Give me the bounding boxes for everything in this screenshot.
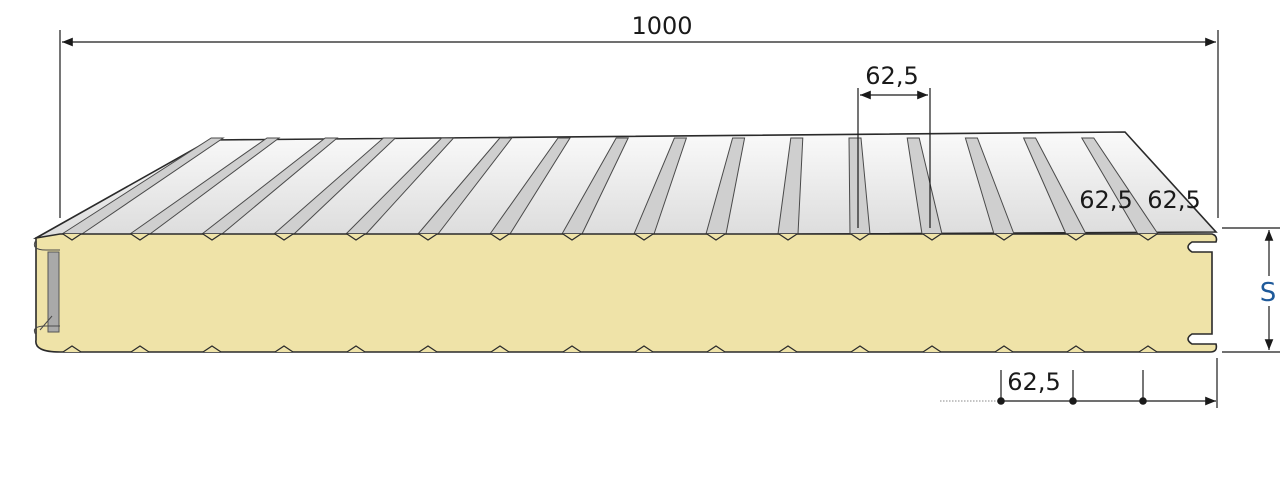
panel-rib <box>201 137 339 235</box>
top-rib-notch <box>562 233 582 241</box>
top-rib-notch <box>62 233 82 241</box>
bottom-rib-notch <box>130 345 150 353</box>
top-rib-notch <box>778 233 798 241</box>
bottom-rib-notch <box>562 345 582 353</box>
top-rib-notch <box>346 233 366 241</box>
bottom-rib-notch <box>202 345 222 353</box>
top-rib-notch <box>922 233 942 241</box>
panel-rib <box>417 137 513 235</box>
bottom-rib-notch <box>1138 345 1158 353</box>
top-rib-notch <box>994 233 1014 241</box>
top-rib-notch <box>418 233 438 241</box>
top-rib-notch <box>634 233 654 241</box>
panel-rib <box>633 137 688 235</box>
rib-group <box>61 137 1159 235</box>
top-notch-group <box>62 233 1158 241</box>
bottom-notch-group <box>62 345 1158 353</box>
top-pitch-label: 62,5 <box>865 62 918 90</box>
top-rib-notch <box>1066 233 1086 241</box>
bottom-pitch-label: 62,5 <box>1007 368 1060 396</box>
top-rib-notch <box>706 233 726 241</box>
panel-rib <box>848 137 871 235</box>
left-tongue-top <box>33 239 60 251</box>
bottom-rib-notch <box>1066 345 1086 353</box>
right-pitch-label-b: 62,5 <box>1147 186 1200 214</box>
top-rib-notch <box>490 233 510 241</box>
top-rib-notch <box>850 233 870 241</box>
bottom-rib-notch <box>274 345 294 353</box>
top-rib-notch <box>1138 233 1158 241</box>
panel-rib <box>1022 137 1087 235</box>
left-edge-seal <box>47 251 60 333</box>
top-rib-notch <box>202 233 222 241</box>
right-pitch-label-a: 62,5 <box>1079 186 1132 214</box>
panel-rib <box>1080 137 1159 235</box>
top-rib-notch <box>274 233 294 241</box>
panel-rib <box>489 137 571 235</box>
panel-rib <box>61 137 225 235</box>
bottom-pitch-dot-2 <box>1069 397 1077 405</box>
thickness-label: S <box>1260 278 1277 308</box>
panel-rib <box>964 137 1015 235</box>
bottom-rib-notch <box>922 345 942 353</box>
bottom-pitch-dot-1 <box>997 397 1005 405</box>
bottom-rib-notch <box>778 345 798 353</box>
panel-rib <box>345 137 455 235</box>
panel-rib <box>561 137 629 235</box>
bottom-rib-notch <box>418 345 438 353</box>
bottom-rib-notch <box>994 345 1014 353</box>
left-tongue-bottom <box>33 325 60 336</box>
foam-core <box>35 233 1218 353</box>
panel-rib <box>705 137 746 235</box>
bottom-pitch-dot-3 <box>1139 397 1147 405</box>
bottom-rib-notch <box>346 345 366 353</box>
panel-rib <box>129 137 281 235</box>
top-rib-notch <box>130 233 150 241</box>
bottom-rib-notch <box>706 345 726 353</box>
bottom-rib-notch <box>490 345 510 353</box>
left-lower-chamfer <box>39 315 53 331</box>
panel-rib <box>777 137 804 235</box>
total-width-label: 1000 <box>631 12 692 40</box>
bottom-rib-notch <box>62 345 82 353</box>
bottom-rib-notch <box>634 345 654 353</box>
panel-rib <box>273 137 397 235</box>
bottom-rib-notch <box>850 345 870 353</box>
